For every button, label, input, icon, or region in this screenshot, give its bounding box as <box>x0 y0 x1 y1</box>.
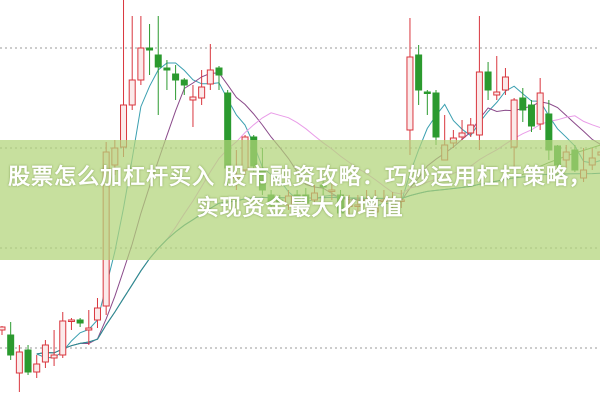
article-title: 股票怎么加杠杆买入 股市融资攻略：巧妙运用杠杆策略，实现资金最大化增值 <box>8 165 592 221</box>
candle-up <box>137 47 145 81</box>
candle-down <box>432 92 440 138</box>
candle-down <box>7 334 15 356</box>
candle-up <box>198 86 206 99</box>
candle-down <box>484 71 492 91</box>
candle-up <box>475 71 483 136</box>
candle-up <box>189 96 197 101</box>
candle-down <box>146 47 154 51</box>
candle-down <box>423 91 431 94</box>
candle-up <box>206 69 214 85</box>
candle-up <box>467 124 475 134</box>
candle-up <box>0 326 6 331</box>
candle-up <box>41 344 49 363</box>
candle-down <box>24 349 32 373</box>
candle-down <box>180 79 188 86</box>
candle-down <box>527 104 535 127</box>
candle-up <box>15 351 23 374</box>
candle-down <box>163 67 171 71</box>
candle-up <box>406 56 414 131</box>
candle-down <box>415 54 423 91</box>
candle-up <box>59 320 67 356</box>
candle-down <box>519 97 527 111</box>
candle-up <box>93 307 101 321</box>
candle-up <box>493 91 501 96</box>
candle-up <box>33 363 41 373</box>
candle-up <box>85 327 93 331</box>
candle-up <box>50 354 58 359</box>
candle-up <box>501 76 509 91</box>
candle-up <box>128 79 136 106</box>
candle-up <box>67 319 75 322</box>
candle-down <box>172 73 180 81</box>
candle-down <box>76 319 84 324</box>
title-banner <box>0 140 600 260</box>
candle-down <box>154 54 162 68</box>
candle-up <box>458 132 466 138</box>
candle-down <box>215 67 223 76</box>
candle-up <box>536 92 544 125</box>
